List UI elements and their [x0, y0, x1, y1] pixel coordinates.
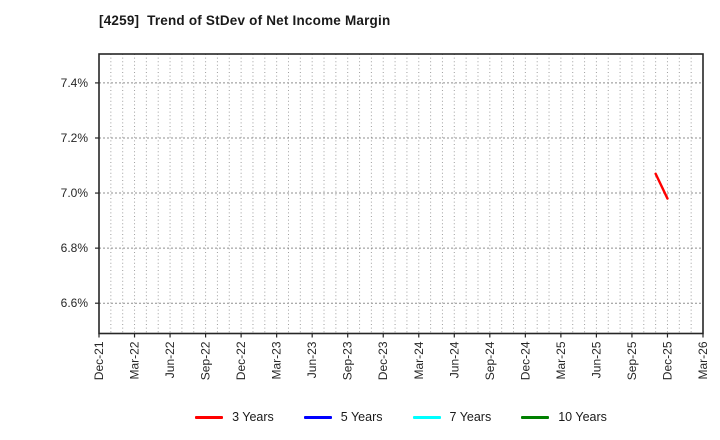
- x-tick-label: Dec-25: [660, 341, 674, 380]
- legend-label: 5 Years: [340, 409, 383, 424]
- legend-label: 7 Years: [449, 409, 492, 424]
- chart-title: [4259] Trend of StDev of Net Income Marg…: [99, 13, 391, 28]
- y-tick-label: 6.6%: [61, 296, 89, 310]
- x-tick-label: Mar-22: [128, 341, 142, 379]
- x-tick-label: Sep-24: [483, 341, 497, 380]
- x-tick-label: Sep-25: [625, 341, 639, 380]
- x-tick-label: Jun-22: [163, 341, 177, 378]
- legend-swatch: [303, 415, 332, 419]
- x-tick-label: Dec-22: [234, 341, 248, 380]
- x-tick-label: Mar-25: [554, 341, 568, 379]
- y-tick-label: 7.0%: [61, 186, 89, 200]
- plot-border: [98, 53, 704, 335]
- x-tick-label: Mar-26: [696, 341, 710, 379]
- x-tick-label: Dec-21: [92, 341, 106, 380]
- chart-legend: 3 Years 5 Years 7 Years 10 Years: [99, 403, 703, 431]
- x-tick-label: Dec-24: [518, 341, 532, 380]
- legend-label: 10 Years: [558, 409, 607, 424]
- x-tick-label: Mar-24: [412, 341, 426, 379]
- legend-item-7-years: 7 Years: [412, 409, 492, 424]
- legend-item-5-years: 5 Years: [303, 409, 383, 424]
- y-tick-label: 7.2%: [61, 131, 89, 145]
- legend-item-10-years: 10 Years: [521, 411, 607, 424]
- x-tick-label: Jun-23: [305, 341, 319, 378]
- legend-item-3-years: 3 Years: [195, 411, 274, 424]
- legend-label: 3 Years: [232, 409, 274, 424]
- plot-area: 6.6% 6.8% 7.0% 7.2% 7.4% Dec-21 Mar-22 Jun-22 Se…: [61, 53, 710, 380]
- legend-swatch: [412, 415, 441, 419]
- series-line-3-years: [654, 172, 669, 200]
- x-tick-label: Jun-25: [589, 341, 603, 378]
- x-tick-label: Mar-23: [270, 341, 284, 379]
- x-tick-label: Sep-22: [199, 341, 213, 380]
- x-tick-label: Dec-23: [376, 341, 390, 380]
- legend-swatch: [521, 415, 550, 419]
- x-tick-label: Sep-23: [341, 341, 355, 380]
- y-tick-label: 6.8%: [61, 241, 89, 255]
- legend-swatch: [195, 415, 224, 419]
- x-tick-label: Jun-24: [447, 341, 461, 378]
- y-tick-label: 7.4%: [61, 76, 89, 90]
